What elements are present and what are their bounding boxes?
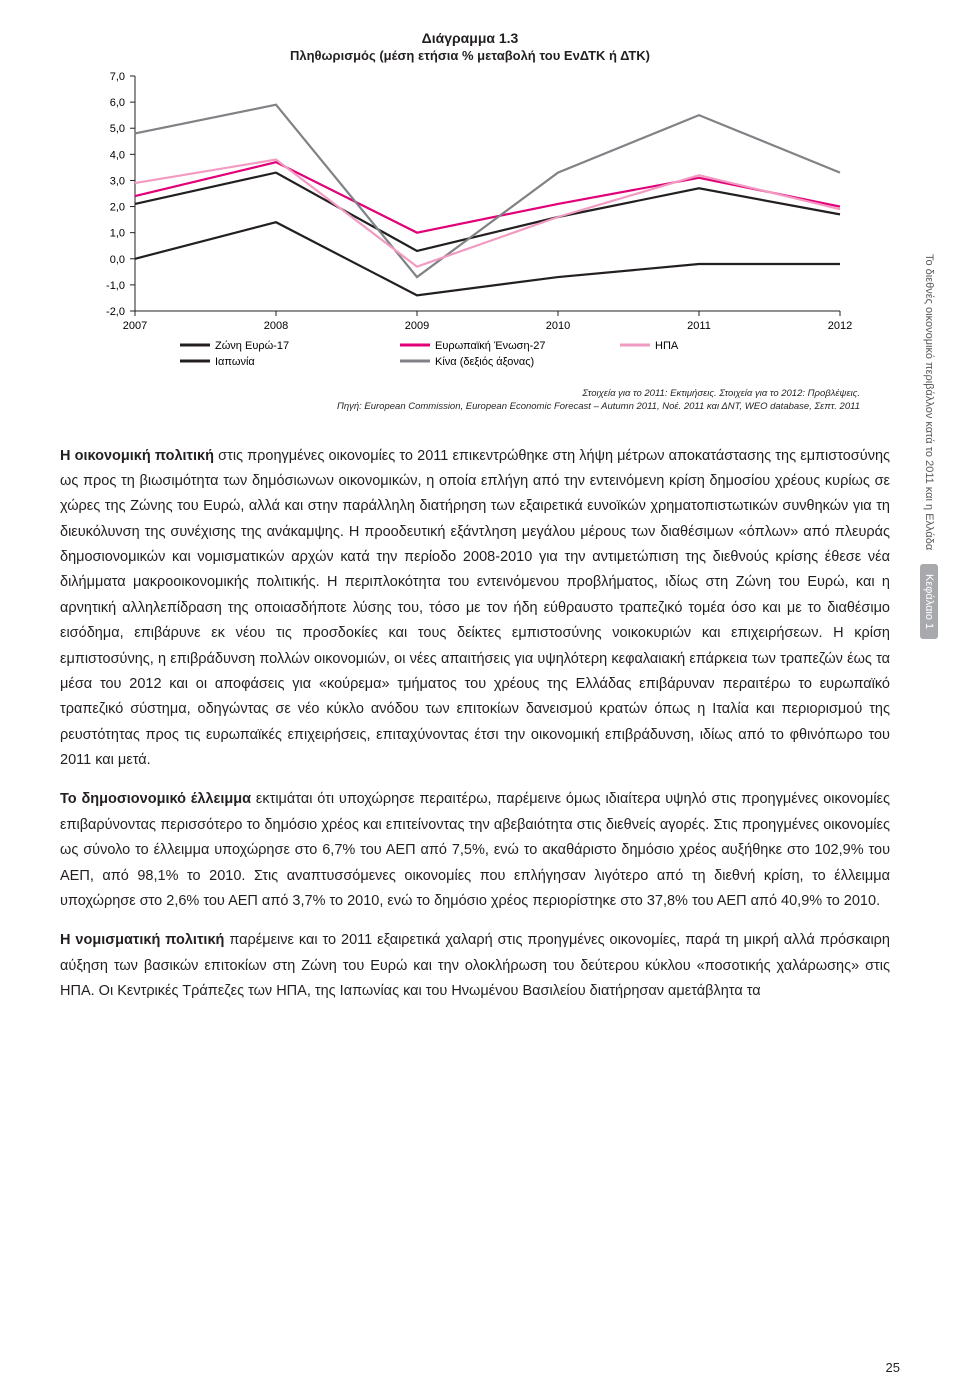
- body-text: Η οικονομική πολιτική στις προηγμένες οι…: [60, 444, 890, 1005]
- svg-text:1,0: 1,0: [110, 228, 125, 240]
- svg-text:2010: 2010: [546, 320, 570, 332]
- paragraph-2: Το δημοσιονομικό έλλειμμα εκτιμάται ότι …: [60, 787, 890, 914]
- chart-title: Διάγραμμα 1.3: [80, 30, 860, 46]
- svg-text:5,0: 5,0: [110, 123, 125, 135]
- svg-text:2008: 2008: [264, 320, 288, 332]
- side-tab-text: Το διεθνές οικονομικό περιβάλλον κατά το…: [921, 250, 937, 554]
- page-number: 25: [886, 1360, 900, 1375]
- svg-text:2009: 2009: [405, 320, 429, 332]
- chart-source: Στοιχεία για το 2011: Εκτιμήσεις. Στοιχε…: [80, 387, 860, 414]
- svg-text:Ιαπωνία: Ιαπωνία: [215, 356, 255, 368]
- svg-text:6,0: 6,0: [110, 97, 125, 109]
- svg-text:2011: 2011: [687, 320, 711, 332]
- svg-text:0,0: 0,0: [110, 254, 125, 266]
- chart-source-line2: Πηγή: European Commission, European Econ…: [80, 400, 860, 413]
- svg-text:2,0: 2,0: [110, 202, 125, 214]
- side-tab: Το διεθνές οικονομικό περιβάλλον κατά το…: [916, 250, 942, 639]
- svg-text:7,0: 7,0: [110, 71, 125, 83]
- chart-source-line1: Στοιχεία για το 2011: Εκτιμήσεις. Στοιχε…: [80, 387, 860, 400]
- p2-lead: Το δημοσιονομικό έλλειμμα: [60, 791, 251, 807]
- svg-text:Ευρωπαϊκή Ένωση-27: Ευρωπαϊκή Ένωση-27: [435, 340, 545, 352]
- p1-rest: στις προηγμένες οικονομίες το 2011 επικε…: [60, 448, 890, 769]
- p2-rest: εκτιμάται ότι υποχώρησε περαιτέρω, παρέμ…: [60, 791, 890, 909]
- svg-text:Ζώνη Ευρώ-17: Ζώνη Ευρώ-17: [215, 340, 289, 352]
- svg-text:-1,0: -1,0: [106, 280, 125, 292]
- p1-lead: Η οικονομική πολιτική: [60, 448, 214, 464]
- paragraph-3: Η νομισματική πολιτική παρέμεινε και το …: [60, 928, 890, 1004]
- side-tab-chapter: Κεφάλαιο 1: [920, 564, 938, 639]
- chart-region: Διάγραμμα 1.3 Πληθωρισμός (μέση ετήσια %…: [80, 30, 860, 414]
- line-chart-svg: -2,0 -1,0 0,0 1,0 2,0 3,0 4,0 5,0 6,0 7,0 2007 2008…: [80, 71, 860, 381]
- svg-text:4,0: 4,0: [110, 149, 125, 161]
- p3-lead: Η νομισματική πολιτική: [60, 932, 224, 948]
- svg-text:ΗΠΑ: ΗΠΑ: [655, 340, 679, 352]
- svg-text:2012: 2012: [828, 320, 852, 332]
- paragraph-1: Η οικονομική πολιτική στις προηγμένες οι…: [60, 444, 890, 774]
- svg-text:3,0: 3,0: [110, 175, 125, 187]
- svg-text:2007: 2007: [123, 320, 147, 332]
- chart-subtitle: Πληθωρισμός (μέση ετήσια % μεταβολή του …: [80, 48, 860, 63]
- svg-text:-2,0: -2,0: [106, 306, 125, 318]
- svg-text:Κίνα (δεξιός άξονας): Κίνα (δεξιός άξονας): [435, 356, 534, 368]
